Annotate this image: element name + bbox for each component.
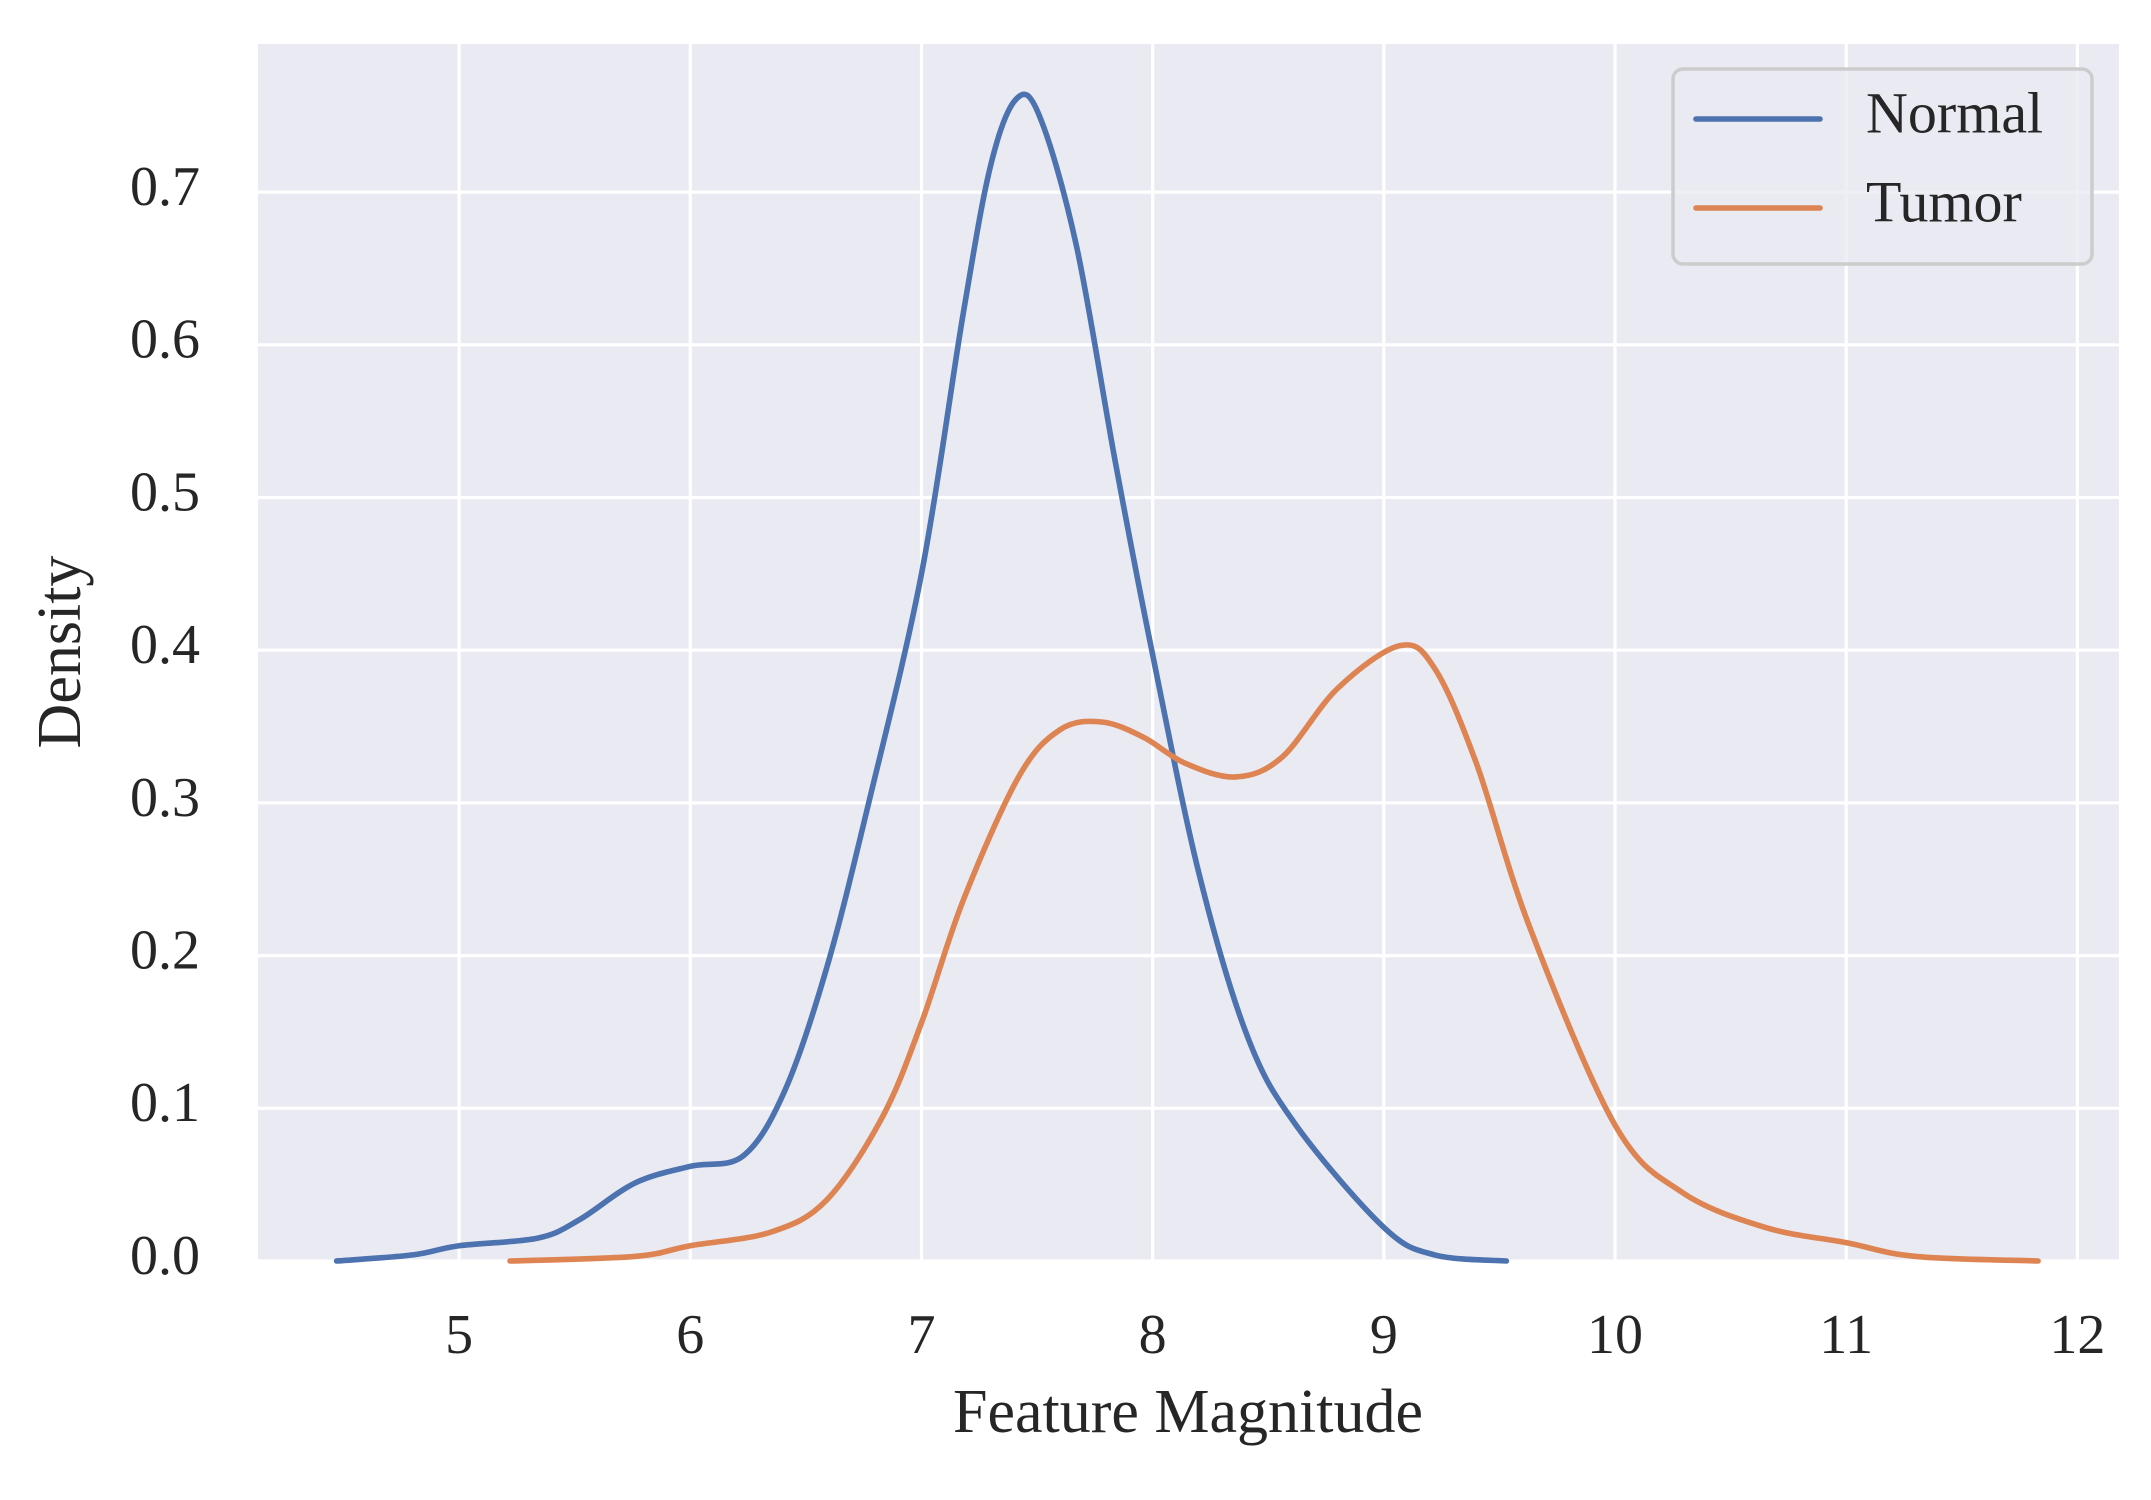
x-tick-label: 12 [2049,1304,2105,1366]
y-axis-label: Density [26,556,94,749]
y-tick-label: 0.5 [130,461,200,523]
y-tick-label: 0.3 [130,767,200,829]
x-tick-label: 6 [676,1304,704,1366]
y-tick-label: 0.1 [130,1072,200,1134]
y-tick-label: 0.7 [130,156,200,218]
series-line-tumor [507,642,2041,1264]
legend-label-tumor: Tumor [1866,169,2022,234]
x-tick-label: 9 [1370,1304,1398,1366]
y-tick-labels: 0.0 0.1 0.2 0.3 0.4 0.5 0.6 0.7 [130,156,200,1287]
series-curves [333,91,2041,1264]
y-tick-label: 0.4 [130,614,200,676]
x-tick-label: 11 [1819,1304,1873,1366]
series-line-normal [333,91,1510,1264]
x-tick-label: 5 [445,1304,473,1366]
y-tick-label: 0.6 [130,309,200,371]
x-tick-labels: 5 6 7 8 9 10 11 12 [445,1304,2105,1366]
y-tick-label: 0.2 [130,919,200,981]
grid-lines [258,44,2119,1263]
x-tick-label: 10 [1587,1304,1643,1366]
x-axis-label: Feature Magnitude [953,1378,1423,1446]
legend-label-normal: Normal [1866,80,2043,145]
x-tick-label: 8 [1139,1304,1167,1366]
x-tick-label: 7 [907,1304,935,1366]
legend: Normal Tumor [1671,67,2094,266]
y-tick-label: 0.0 [130,1225,200,1287]
